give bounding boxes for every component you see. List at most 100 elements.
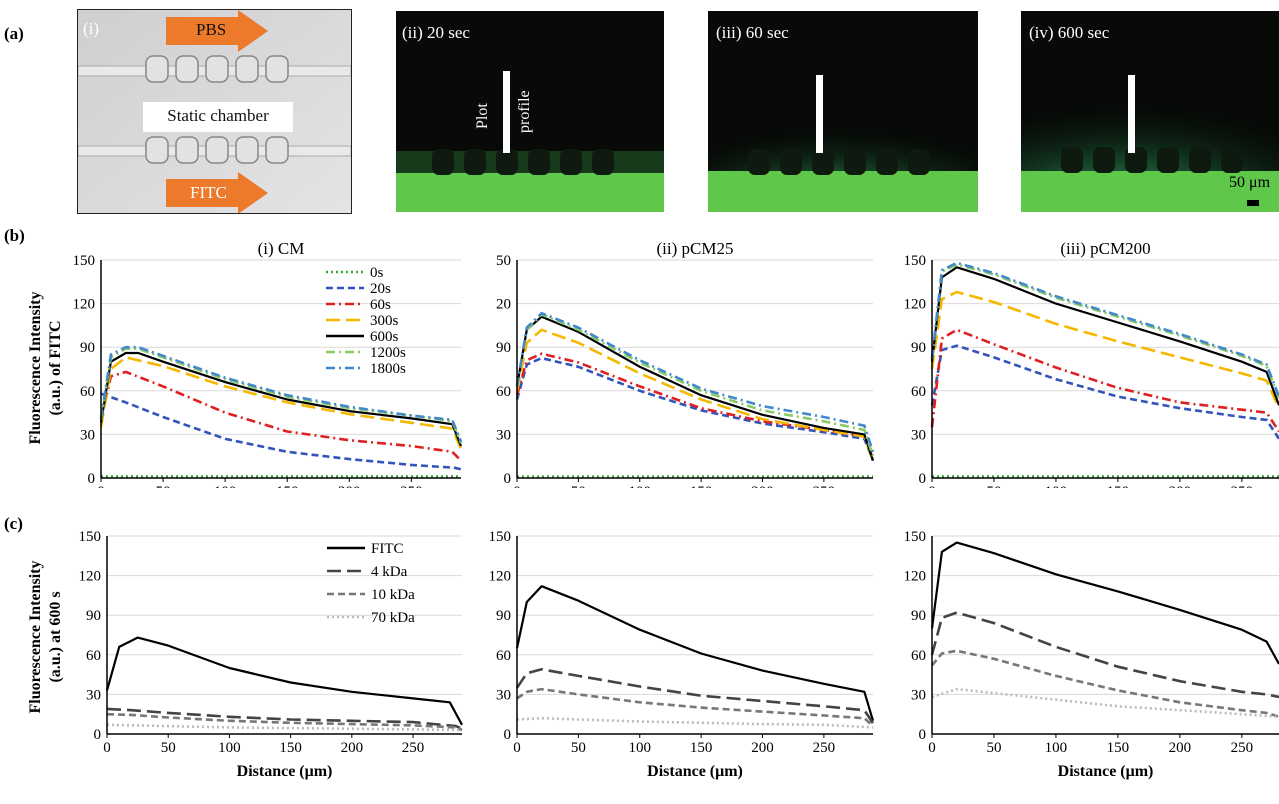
legend-label: 1200s (370, 345, 406, 361)
x-tick-label: 200 (338, 484, 361, 488)
series-line-1800s (515, 311, 875, 453)
y-tick-label: 0 (94, 727, 102, 743)
chart-b-pcm200: 0 30 60 90 120 150 0 50 100 150 200 250 (iii) pCM200 (904, 240, 1279, 488)
y-tick-label: 0 (504, 727, 512, 743)
x-tick-label: 250 (1231, 740, 1254, 756)
x-tick-label: 100 (629, 740, 652, 756)
x-tick-label: 150 (690, 484, 713, 488)
x-tick-label: 150 (690, 740, 713, 756)
scale-bar (1247, 200, 1259, 206)
fitc-arrow-icon (166, 172, 268, 213)
series-line-FITC (515, 585, 875, 722)
x-tick-label: 200 (751, 484, 774, 488)
x-tick-label: 0 (97, 484, 105, 488)
x-tick-label: 200 (1169, 484, 1192, 488)
legend-label: 20s (370, 281, 391, 297)
x-tick-label: 100 (1045, 740, 1068, 756)
x-tick-label: 0 (928, 484, 936, 488)
x-tick-label: 250 (813, 484, 836, 488)
series-line-1800s (99, 345, 463, 443)
y-tick-label: 30 (80, 427, 95, 443)
y-tick-label: 60 (496, 648, 511, 664)
chart-title: (iii) pCM200 (1060, 240, 1150, 258)
x-tick-label: 50 (161, 740, 176, 756)
x-tick-label: 150 (1107, 484, 1130, 488)
x-tick-label: 50 (571, 484, 586, 488)
y-tick-label: 120 (904, 297, 927, 313)
series-line-20s (930, 344, 1279, 440)
y-tick-label: 50 (496, 253, 511, 269)
fluorescence-drawing-60s (708, 11, 978, 212)
y-tick-label: 0 (919, 471, 927, 487)
x-axis-label: Distance (μm) (647, 763, 743, 780)
y-tick-label: 0 (504, 471, 512, 487)
legend-label: 60s (370, 297, 391, 313)
y-axis-labels: Fluorescence Intensity (a.u.) of FITC Fl… (27, 291, 64, 713)
brightfield-image: (i) PBS Static chamber FITC (77, 9, 352, 214)
series-line-300s (99, 356, 463, 450)
y-tick-label: 120 (489, 569, 512, 585)
series-line-FITC (930, 541, 1279, 665)
series-line-10-kDa (516, 687, 874, 728)
series-line-60s (515, 352, 875, 459)
fluorescence-image-60s: (iii) 60 sec (708, 11, 978, 212)
series-line-1800s (930, 261, 1279, 398)
pbs-arrow-icon (166, 10, 268, 52)
series-line-600s (930, 266, 1279, 406)
y-tick-label: 30 (911, 427, 926, 443)
fluorescence-drawing-600s (1021, 11, 1279, 212)
series-line-1200s (99, 347, 463, 444)
series-line-70-kDa (106, 723, 463, 732)
chart-title: (i) CM (258, 240, 305, 258)
legend-label: 600s (370, 329, 399, 345)
series-line-300s (930, 290, 1279, 409)
x-axis-label: Distance (μm) (237, 763, 333, 780)
series-line-20s (100, 392, 462, 471)
y-tick-label: 120 (79, 569, 102, 585)
series-line-70-kDa (516, 716, 874, 729)
y-tick-label: 60 (911, 384, 926, 400)
x-tick-label: 200 (1169, 740, 1192, 756)
series-line-20s (515, 356, 875, 462)
x-tick-label: 250 (400, 484, 423, 488)
series-line-4-kDa (930, 611, 1279, 699)
legend-label: 1800s (370, 361, 406, 377)
series-line-60s (930, 328, 1279, 433)
y-tick-label: 0 (919, 727, 927, 743)
legend-label: 70 kDa (371, 610, 415, 626)
x-tick-label: 150 (1107, 740, 1130, 756)
y-tick-label: 0 (88, 471, 96, 487)
series-line-4-kDa (106, 707, 463, 730)
x-tick-label: 200 (341, 740, 364, 756)
chart-c-pcm25: 0 30 60 90 120 150 0 50 100 150 200 250 Distance (μm… (489, 529, 875, 780)
image-ii-label: (ii) 20 sec (402, 23, 470, 42)
fitc-label: FITC (190, 183, 227, 202)
y-tick-label: 90 (911, 340, 926, 356)
x-tick-label: 150 (276, 484, 299, 488)
panel-b-ylabel-2: (a.u.) of FITC (47, 320, 64, 415)
profile-label: profile (516, 90, 533, 133)
image-i-label: (i) (83, 19, 100, 38)
series-line-1200s (930, 263, 1279, 399)
x-tick-label: 0 (928, 740, 936, 756)
pbs-label: PBS (196, 20, 227, 39)
static-chamber-label: Static chamber (167, 106, 269, 125)
y-tick-label: 60 (80, 384, 95, 400)
y-tick-label: 120 (904, 569, 927, 585)
series-line-600s (515, 315, 875, 461)
x-tick-label: 100 (1045, 484, 1068, 488)
y-tick-label: 30 (496, 427, 511, 443)
series-line-10-kDa (931, 649, 1279, 719)
y-tick-label: 150 (904, 253, 927, 269)
panel-c-letter: (c) (4, 514, 23, 533)
image-iii-label: (iii) 60 sec (716, 23, 789, 42)
panel-c-ylabel-1: Fluorescence Intensity (27, 560, 44, 713)
series-line-1200s (515, 313, 875, 457)
chart-b-pcm25: 0 30 60 90 20 50 0 50 100 150 200 250 (ii) pCM25 (496, 240, 875, 488)
series-line-60s (99, 370, 462, 462)
legend-label: 4 kDa (371, 564, 408, 580)
x-tick-label: 200 (751, 740, 774, 756)
y-tick-label: 150 (73, 253, 96, 269)
panel-b-letter: (b) (4, 226, 25, 245)
